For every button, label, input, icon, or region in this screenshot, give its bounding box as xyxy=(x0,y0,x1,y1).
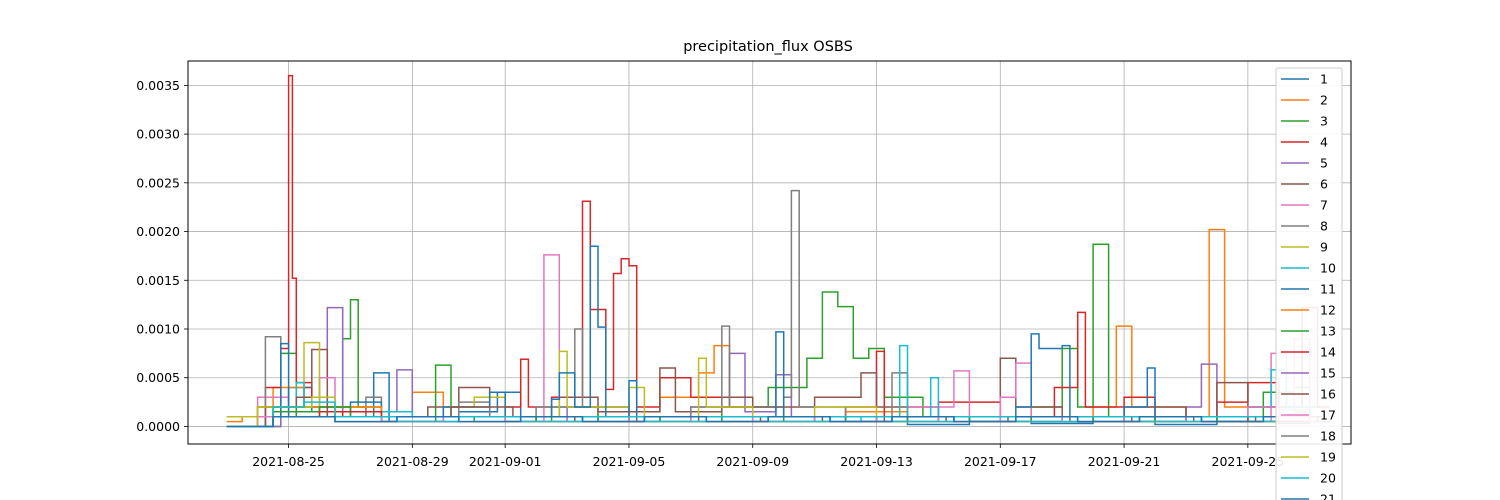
chart-title: precipitation_flux OSBS xyxy=(683,39,853,55)
legend-label-6: 6 xyxy=(1320,177,1328,192)
legend-label-9: 9 xyxy=(1320,240,1328,255)
legend-label-17: 17 xyxy=(1320,408,1336,423)
legend-label-12: 12 xyxy=(1320,303,1336,318)
x-tick-label: 2021-09-01 xyxy=(469,454,542,469)
legend-label-8: 8 xyxy=(1320,219,1328,234)
x-tick-label: 2021-09-25 xyxy=(1212,454,1285,469)
series-line-20 xyxy=(226,401,1276,428)
legend-box xyxy=(1275,67,1343,500)
series-lines xyxy=(226,74,1330,428)
legend-label-1: 1 xyxy=(1320,72,1328,87)
legend-label-19: 19 xyxy=(1320,450,1336,465)
x-tick-label: 2021-09-09 xyxy=(716,454,789,469)
y-tick-label: 0.0005 xyxy=(136,370,180,385)
axes-frame xyxy=(187,60,1352,445)
legend-label-11: 11 xyxy=(1320,282,1336,297)
x-tick-label: 2021-09-21 xyxy=(1088,454,1161,469)
series-line-21 xyxy=(226,415,1276,428)
y-tick-label: 0.0030 xyxy=(136,127,180,142)
legend-label-16: 16 xyxy=(1320,387,1336,402)
legend-label-2: 2 xyxy=(1320,93,1328,108)
x-tick-label: 2021-08-29 xyxy=(376,454,449,469)
legend-label-21: 21 xyxy=(1320,492,1336,500)
x-tick-label: 2021-09-17 xyxy=(964,454,1037,469)
legend-label-18: 18 xyxy=(1320,429,1336,444)
y-tick-label: 0.0025 xyxy=(136,175,180,190)
y-tick-label: 0.0000 xyxy=(136,419,180,434)
series-line-3 xyxy=(226,243,1322,428)
x-axis: 2021-08-25 2021-08-29 2021-09-01 2021-09-05… xyxy=(252,444,1284,469)
y-tick-label: 0.0010 xyxy=(136,322,180,337)
legend-label-5: 5 xyxy=(1320,156,1328,171)
x-tick-label: 2021-09-13 xyxy=(840,454,913,469)
legend-label-4: 4 xyxy=(1320,135,1328,150)
x-tick-label: 2021-08-25 xyxy=(252,454,325,469)
legend-label-3: 3 xyxy=(1320,114,1328,129)
y-axis: 0.0000 0.0005 0.0010 0.0015 0.0020 0.0025 0.00… xyxy=(136,78,188,434)
legend-label-14: 14 xyxy=(1320,345,1336,360)
y-tick-label: 0.0035 xyxy=(136,78,180,93)
legend-label-7: 7 xyxy=(1320,198,1328,213)
y-tick-label: 0.0020 xyxy=(136,224,180,239)
legend-label-15: 15 xyxy=(1320,366,1336,381)
x-tick-label: 2021-09-05 xyxy=(593,454,666,469)
y-tick-label: 0.0015 xyxy=(136,273,180,288)
legend-label-10: 10 xyxy=(1320,261,1336,276)
legend-label-13: 13 xyxy=(1320,324,1336,339)
grid xyxy=(188,61,1351,444)
legend-label-20: 20 xyxy=(1320,471,1336,486)
